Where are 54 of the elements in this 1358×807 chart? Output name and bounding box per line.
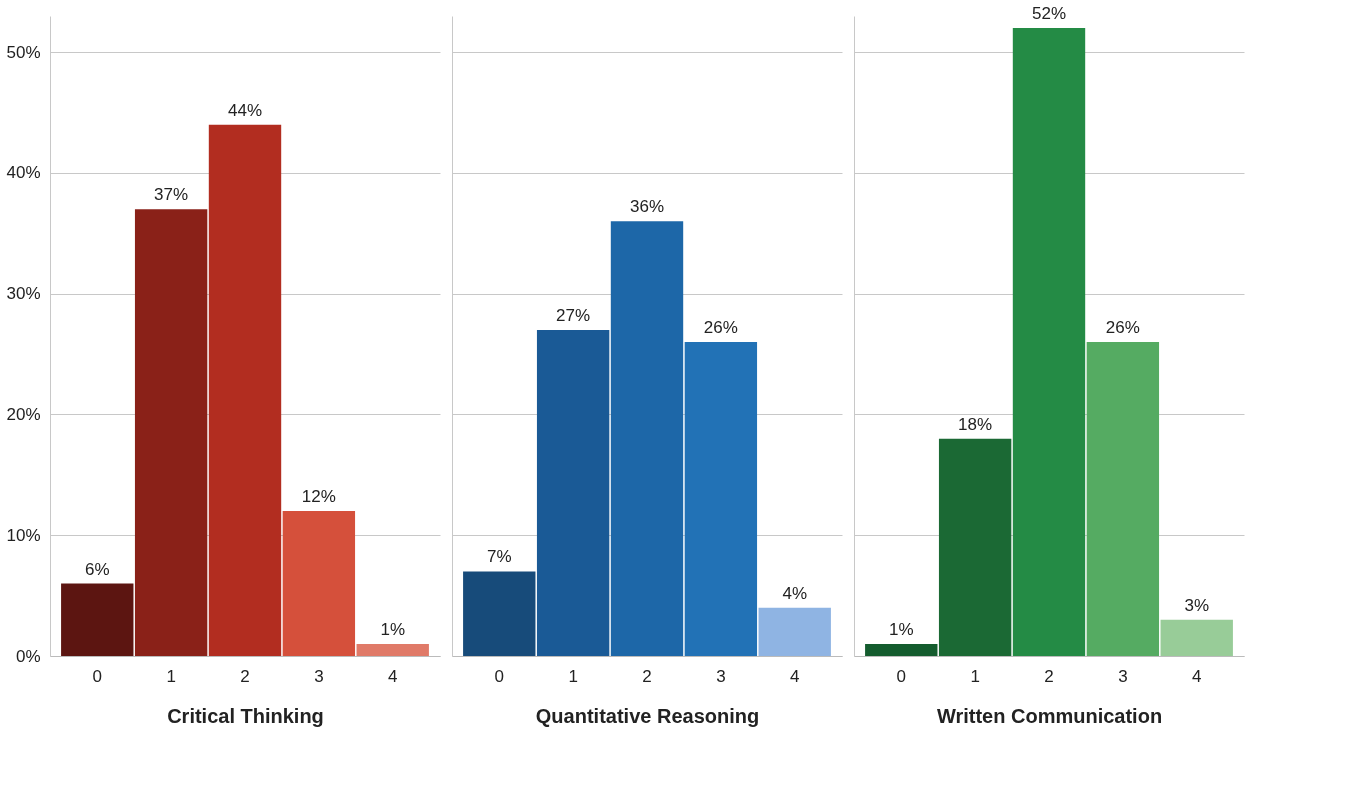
x-axis-title: Written Communication [936,704,1163,727]
bar [610,221,684,656]
x-tick-label: 4 [387,666,398,686]
x-tick-label: 0 [494,666,505,686]
data-label: 1% [380,619,406,639]
x-tick-label: 0 [896,666,907,686]
x-tick-label: 4 [789,666,800,686]
x-tick-label: 3 [314,666,324,686]
bar [684,342,758,656]
bar [282,511,356,656]
data-label: 7% [486,547,512,567]
bar [1012,28,1086,656]
data-label: 18% [958,414,993,434]
data-label: 36% [629,197,665,217]
x-axis-title: Quantitative Reasoning [535,704,760,727]
x-axis-title: Critical Thinking [167,704,324,727]
data-label: 27% [556,305,591,325]
bar [758,607,831,656]
y-tick-label: 30% [6,284,41,304]
data-label: 4% [782,583,808,603]
data-label: 44% [227,100,263,120]
x-tick-label: 1 [970,666,980,686]
x-tick-label: 1 [568,666,578,686]
data-label: 52% [1031,4,1067,24]
data-label: 1% [888,619,914,639]
bar [865,643,938,656]
data-label: 12% [301,487,336,507]
x-tick-label: 3 [1118,666,1128,686]
x-tick-label: 1 [166,666,176,686]
bar [356,643,429,656]
x-tick-label: 4 [1191,666,1202,686]
data-label: 26% [703,318,738,338]
y-tick-label: 40% [6,163,41,183]
bar [463,571,536,656]
data-label: 37% [154,185,189,205]
x-tick-label: 2 [1044,666,1054,686]
bar [134,209,208,656]
x-tick-label: 0 [92,666,103,686]
data-label: 3% [1184,595,1210,615]
data-label: 26% [1105,318,1140,338]
x-tick-label: 2 [240,666,250,686]
bar [1160,619,1233,656]
x-tick-label: 2 [642,666,652,686]
bar [61,583,134,656]
bar [938,438,1012,656]
y-tick-label: 20% [6,404,41,424]
y-tick-label: 50% [6,42,41,62]
x-tick-label: 3 [716,666,726,686]
y-tick-label: 0% [15,646,41,666]
y-tick-label: 10% [6,525,41,545]
bar [536,329,610,656]
bar [208,124,282,656]
data-label: 6% [84,559,110,579]
bar [1086,342,1160,656]
